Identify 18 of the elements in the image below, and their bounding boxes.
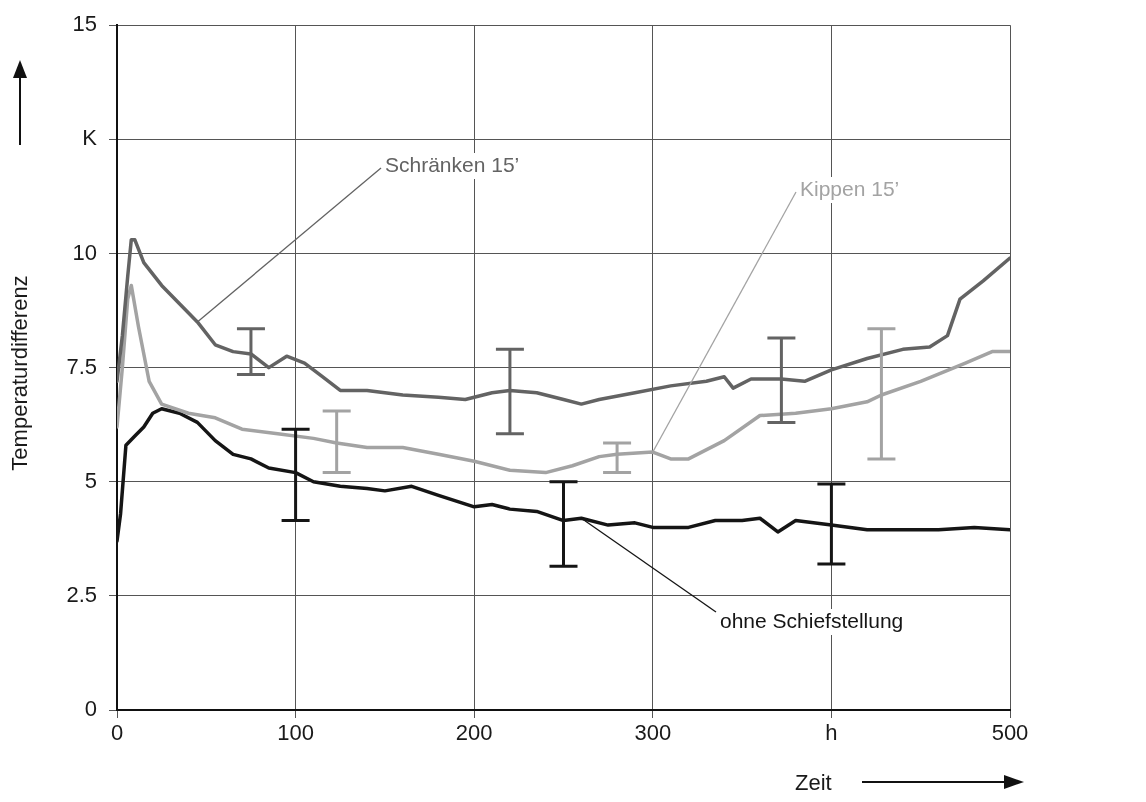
- x-tick-label: 200: [455, 720, 493, 746]
- text: ohne Schiefstellung: [720, 608, 904, 632]
- x-tick-label: 100: [277, 720, 314, 746]
- text: Kippen 15’: [800, 176, 900, 200]
- y-tick-label: 5: [84, 467, 97, 493]
- y-tick-label: K: [82, 125, 98, 151]
- text: Schränken 15’: [385, 152, 520, 176]
- x-axis-title: Zeit: [795, 770, 832, 796]
- y-axis-title: Temperaturdifferenz: [7, 274, 33, 473]
- x-tick-label: 500: [991, 720, 1029, 746]
- x-tick-label: 300: [634, 720, 672, 746]
- y-tick-label: 7.5: [66, 353, 97, 379]
- y-tick-label: 15: [72, 11, 97, 37]
- y-tick-label: 0: [84, 696, 97, 722]
- y-tick-label: 2.5: [66, 581, 97, 607]
- x-tick-label: 0: [110, 720, 124, 746]
- x-tick-label: h: [825, 720, 838, 746]
- y-tick-label: 10: [72, 239, 97, 265]
